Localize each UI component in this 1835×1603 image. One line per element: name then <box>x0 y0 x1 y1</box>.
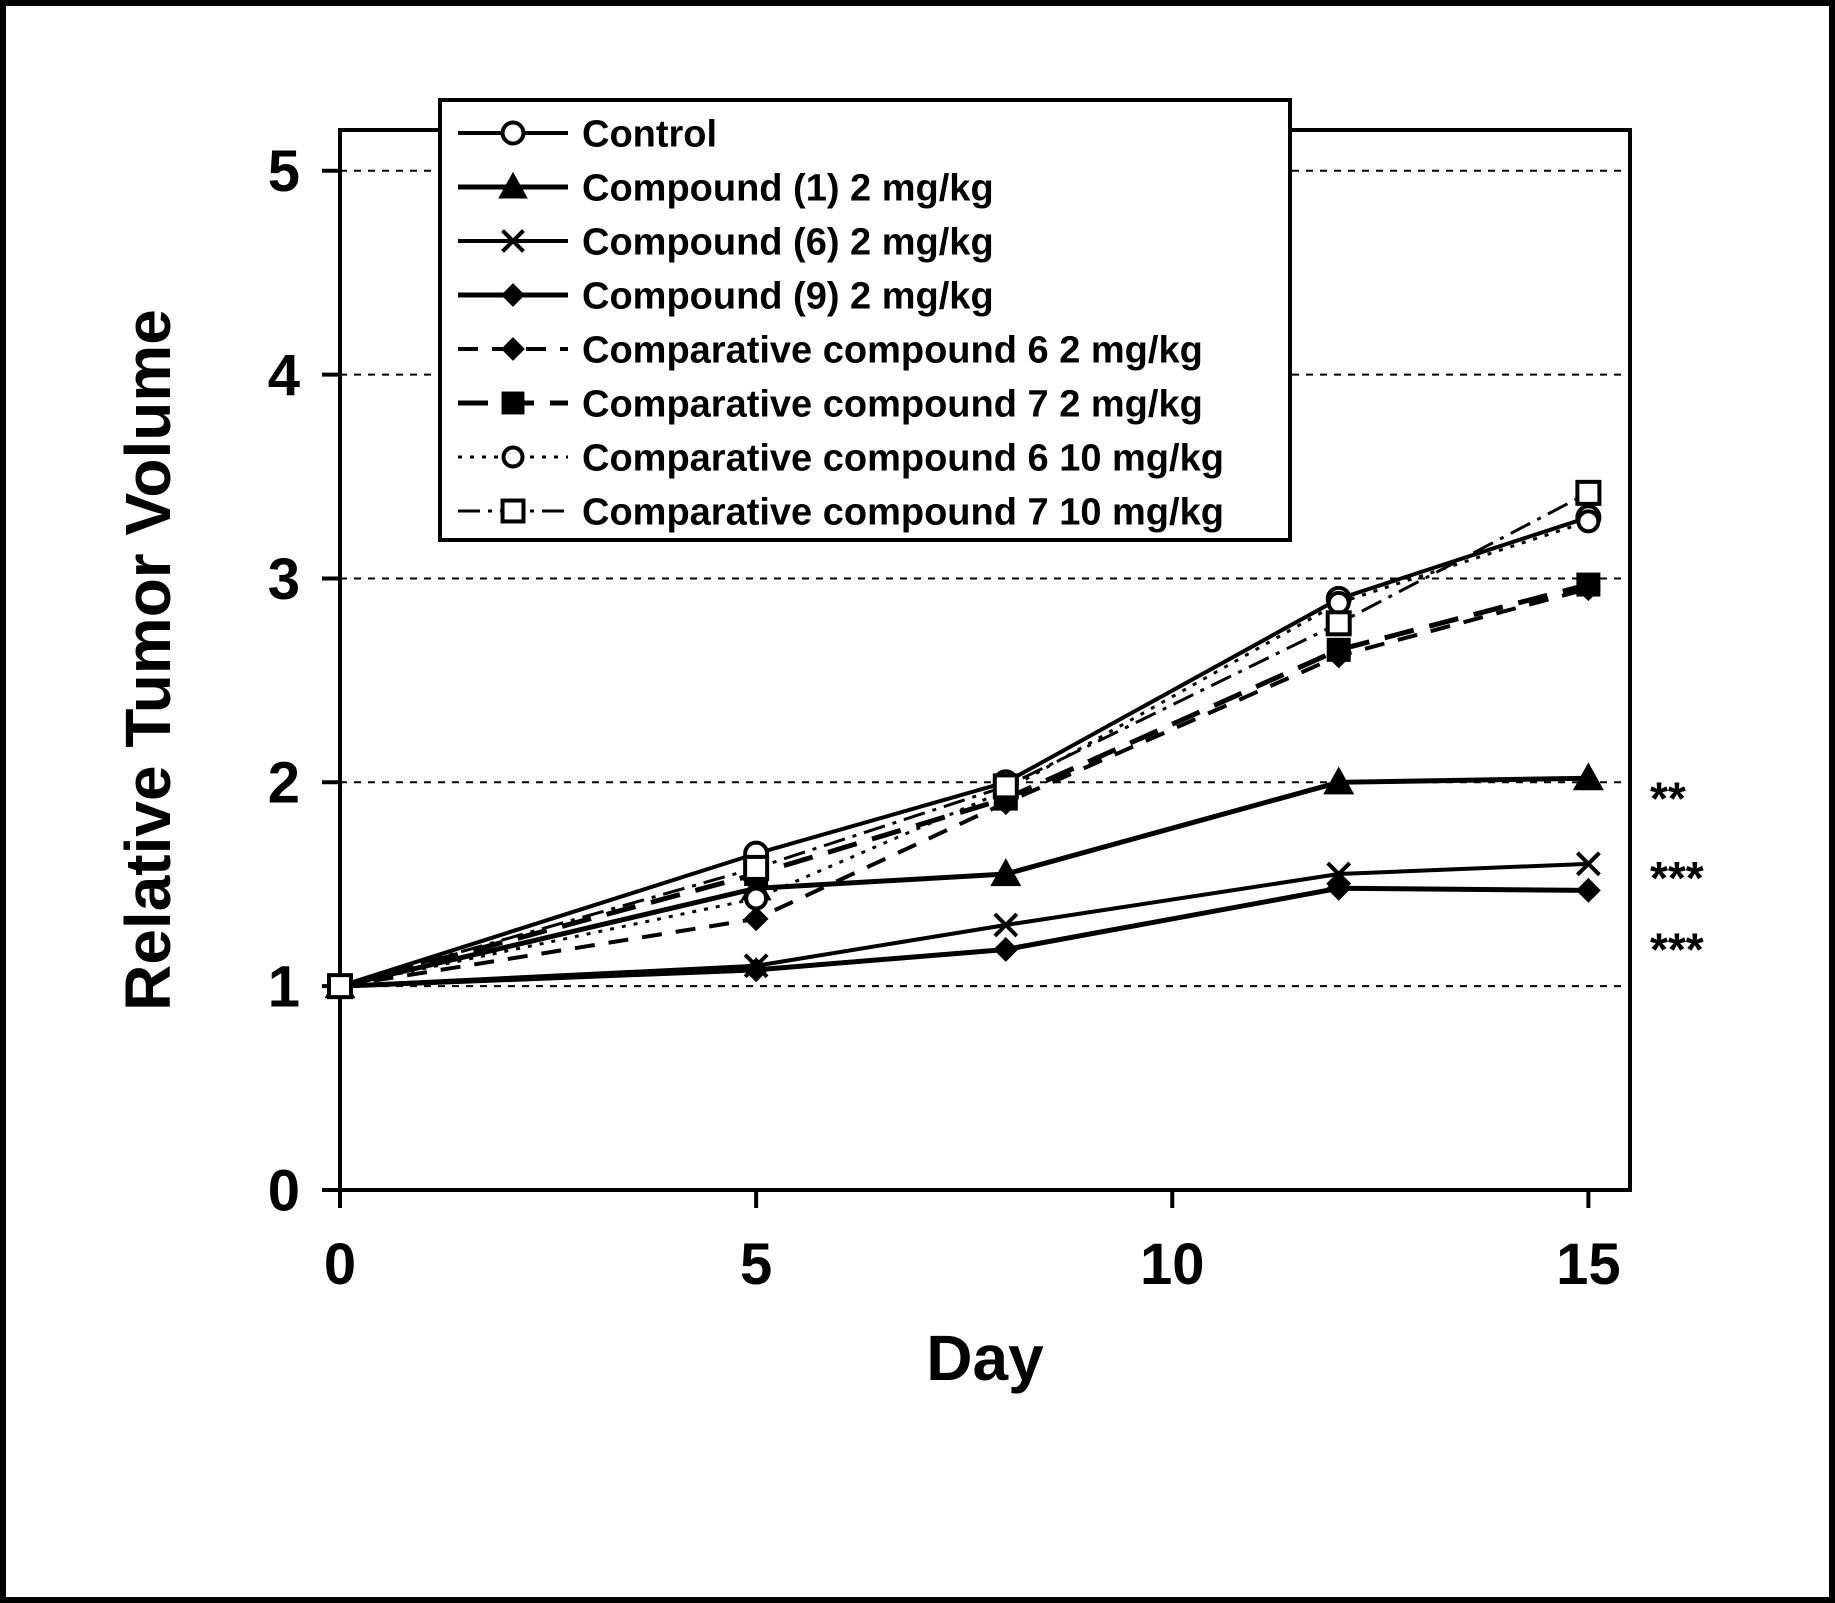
legend-label: Compound (6) 2 mg/kg <box>582 221 994 263</box>
legend-label: Comparative compound 6 10 mg/kg <box>582 437 1224 479</box>
x-tick-label: 10 <box>1140 1232 1205 1297</box>
tumor-volume-chart: 0 5 10 15 0 1 2 3 4 5 Day Relative Tumor Volume Cont… <box>0 0 1835 1603</box>
y-axis-label: Relative Tumor Volume <box>112 309 184 1011</box>
significance-annotation: *** <box>1650 924 1704 976</box>
chart-container: 0 5 10 15 0 1 2 3 4 5 Day Relative Tumor Volume Cont… <box>0 0 1835 1603</box>
significance-annotation: ** <box>1650 773 1686 825</box>
legend-label: Control <box>582 113 717 155</box>
y-tick-label: 5 <box>268 139 300 204</box>
legend-label: Comparative compound 7 2 mg/kg <box>582 383 1203 425</box>
legend-label: Compound (1) 2 mg/kg <box>582 167 994 209</box>
significance-annotation: *** <box>1650 852 1704 904</box>
legend-label: Compound (9) 2 mg/kg <box>582 275 994 317</box>
x-tick-label: 0 <box>324 1232 356 1297</box>
legend: Control Compound (1) 2 mg/kg Compound (6) … <box>440 100 1290 540</box>
x-tick-label: 5 <box>740 1232 772 1297</box>
y-tick-label: 3 <box>268 547 300 612</box>
legend-label: Comparative compound 7 10 mg/kg <box>582 491 1224 533</box>
y-tick-label: 4 <box>268 343 300 408</box>
y-tick-label: 2 <box>268 751 300 816</box>
legend-label: Comparative compound 6 2 mg/kg <box>582 329 1203 371</box>
x-tick-label: 15 <box>1556 1232 1621 1297</box>
y-tick-label: 1 <box>268 954 300 1019</box>
y-tick-label: 0 <box>268 1158 300 1223</box>
x-axis-label: Day <box>926 1322 1044 1394</box>
